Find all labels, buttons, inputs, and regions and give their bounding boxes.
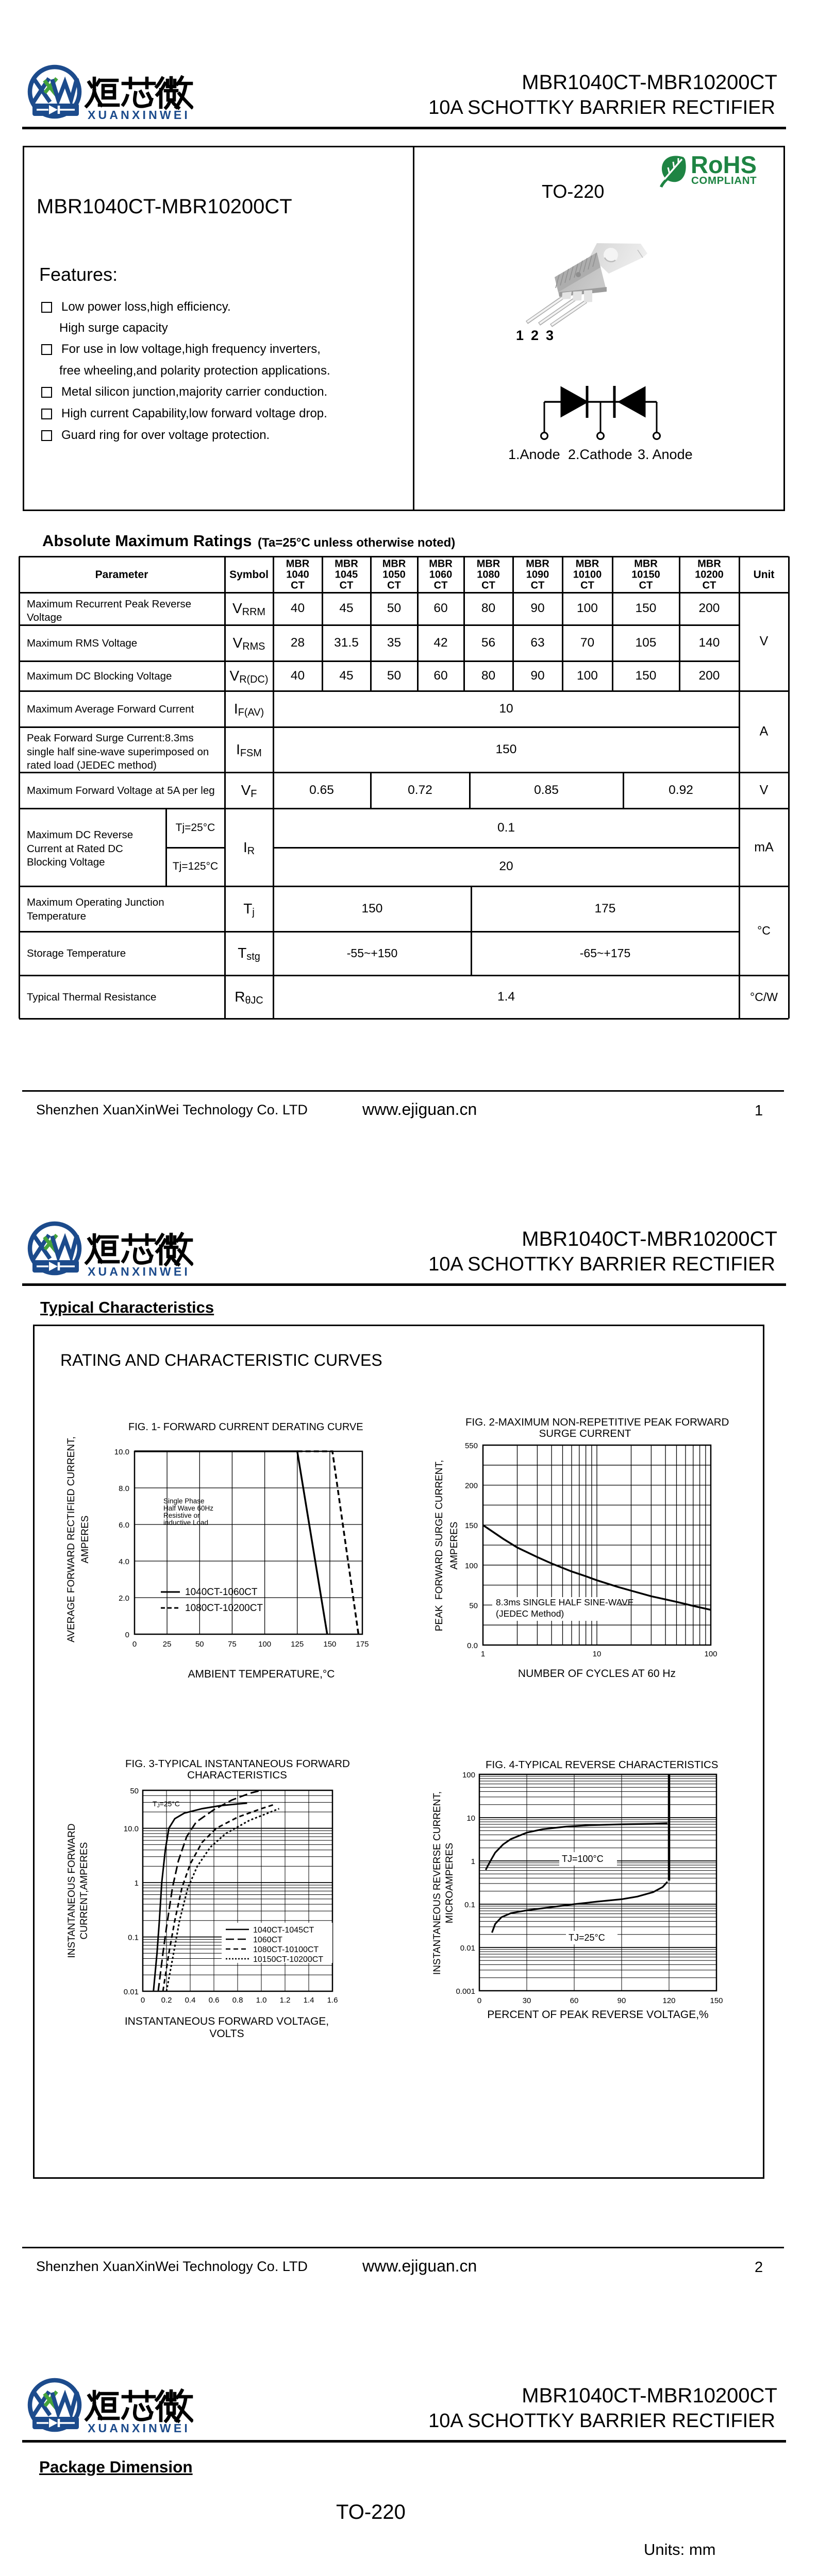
svg-text:1040CT-1060CT: 1040CT-1060CT <box>185 1587 258 1598</box>
svg-text:VOLTS: VOLTS <box>209 2028 244 2040</box>
svg-text:TJ=25°C: TJ=25°C <box>153 1800 180 1809</box>
svg-text:100: 100 <box>704 1650 717 1658</box>
svg-text:150: 150 <box>710 1996 723 2005</box>
svg-text:CHARACTERISTICS: CHARACTERISTICS <box>187 1769 287 1781</box>
svg-text:Resistive or: Resistive or <box>163 1512 200 1519</box>
svg-text:50: 50 <box>130 1787 139 1795</box>
svg-text:10.0: 10.0 <box>114 1448 129 1456</box>
svg-text:FIG. 1- FORWARD CURRENT DERATI: FIG. 1- FORWARD CURRENT DERATING CURVE <box>128 1421 363 1433</box>
svg-text:FIG. 2-MAXIMUM NON-REPETITIVE: FIG. 2-MAXIMUM NON-REPETITIVE PEAK FORWA… <box>465 1416 729 1428</box>
svg-text:COMPLIANT: COMPLIANT <box>691 175 757 187</box>
svg-text:10150CT-10200CT: 10150CT-10200CT <box>253 1955 323 1964</box>
svg-text:10: 10 <box>466 1814 475 1823</box>
svg-text:60: 60 <box>570 1996 579 2005</box>
svg-text:50: 50 <box>469 1601 478 1610</box>
svg-text:8.3ms SINGLE HALF SINE-WAVE: 8.3ms SINGLE HALF SINE-WAVE <box>496 1597 633 1607</box>
svg-text:0.1: 0.1 <box>128 1934 139 1942</box>
svg-text:1: 1 <box>471 1857 475 1866</box>
svg-text:FIG. 4-TYPICAL REVERSE CHARACT: FIG. 4-TYPICAL REVERSE CHARACTERISTICS <box>486 1759 718 1771</box>
svg-text:100: 100 <box>462 1771 475 1780</box>
svg-text:1080CT-10100CT: 1080CT-10100CT <box>253 1945 319 1954</box>
svg-text:30: 30 <box>523 1996 531 2005</box>
svg-text:0.8: 0.8 <box>232 1996 243 2005</box>
svg-text:10.0: 10.0 <box>124 1825 139 1834</box>
svg-text:0.6: 0.6 <box>209 1996 220 2005</box>
svg-text:(JEDEC Method): (JEDEC Method) <box>496 1608 564 1619</box>
svg-text:0: 0 <box>132 1640 137 1649</box>
svg-text:150: 150 <box>323 1640 336 1649</box>
svg-text:0.0: 0.0 <box>467 1641 478 1650</box>
svg-text:200: 200 <box>465 1482 478 1490</box>
svg-text:TJ=25°C: TJ=25°C <box>569 1933 605 1943</box>
svg-text:1.4: 1.4 <box>304 1996 314 2005</box>
svg-text:PERCENT OF PEAK REVERSE VOLTAG: PERCENT OF PEAK REVERSE VOLTAGE,% <box>487 2009 708 2021</box>
svg-text:1060CT: 1060CT <box>253 1936 282 1944</box>
svg-text:INSTANTANEOUS FORWARD VOLTAGE,: INSTANTANEOUS FORWARD VOLTAGE, <box>125 2015 329 2027</box>
svg-text:125: 125 <box>291 1640 304 1649</box>
svg-text:RoHS: RoHS <box>691 152 757 178</box>
svg-text:Half Wave 60Hz: Half Wave 60Hz <box>163 1504 213 1512</box>
svg-text:0: 0 <box>141 1996 145 2005</box>
svg-text:0.1: 0.1 <box>464 1901 475 1909</box>
svg-text:TJ=100°C: TJ=100°C <box>562 1854 604 1864</box>
svg-text:NUMBER OF CYCLES AT 60 Hz: NUMBER OF CYCLES AT 60 Hz <box>518 1668 676 1680</box>
svg-text:SURGE CURRENT: SURGE CURRENT <box>539 1428 631 1439</box>
svg-text:1.0: 1.0 <box>256 1996 267 2005</box>
svg-text:25: 25 <box>163 1640 172 1649</box>
svg-text:0.2: 0.2 <box>161 1996 172 2005</box>
svg-text:150: 150 <box>465 1521 478 1530</box>
svg-text:AMBIENT TEMPERATURE,°C: AMBIENT TEMPERATURE,°C <box>188 1668 335 1680</box>
svg-text:0.4: 0.4 <box>185 1996 196 2005</box>
svg-text:0.01: 0.01 <box>124 1988 139 1996</box>
svg-text:1040CT-1045CT: 1040CT-1045CT <box>253 1926 314 1935</box>
svg-text:175: 175 <box>356 1640 369 1649</box>
svg-text:1: 1 <box>481 1650 485 1658</box>
svg-text:120: 120 <box>662 1996 675 2005</box>
svg-text:0: 0 <box>477 1996 481 2005</box>
svg-text:75: 75 <box>228 1640 237 1649</box>
svg-text:100: 100 <box>465 1562 478 1570</box>
svg-text:FIG. 3-TYPICAL INSTANTANEOUS F: FIG. 3-TYPICAL INSTANTANEOUS FORWARD <box>125 1758 350 1770</box>
svg-text:Single Phase: Single Phase <box>163 1497 205 1505</box>
svg-text:6.0: 6.0 <box>119 1521 129 1530</box>
svg-text:90: 90 <box>617 1996 626 2005</box>
svg-text:0: 0 <box>125 1631 129 1639</box>
svg-text:550: 550 <box>465 1442 478 1450</box>
svg-text:1: 1 <box>135 1879 139 1888</box>
svg-text:10: 10 <box>593 1650 602 1658</box>
svg-text:inductive Load: inductive Load <box>163 1519 208 1527</box>
svg-text:8.0: 8.0 <box>119 1484 129 1493</box>
svg-text:1.2: 1.2 <box>280 1996 291 2005</box>
svg-text:1080CT-10200CT: 1080CT-10200CT <box>185 1603 263 1614</box>
svg-text:4.0: 4.0 <box>119 1557 129 1566</box>
svg-text:0.01: 0.01 <box>460 1944 475 1953</box>
svg-text:2.0: 2.0 <box>119 1594 129 1603</box>
svg-text:1.6: 1.6 <box>327 1996 338 2005</box>
svg-text:100: 100 <box>258 1640 271 1649</box>
svg-text:0.001: 0.001 <box>456 1987 475 1996</box>
svg-text:50: 50 <box>195 1640 204 1649</box>
